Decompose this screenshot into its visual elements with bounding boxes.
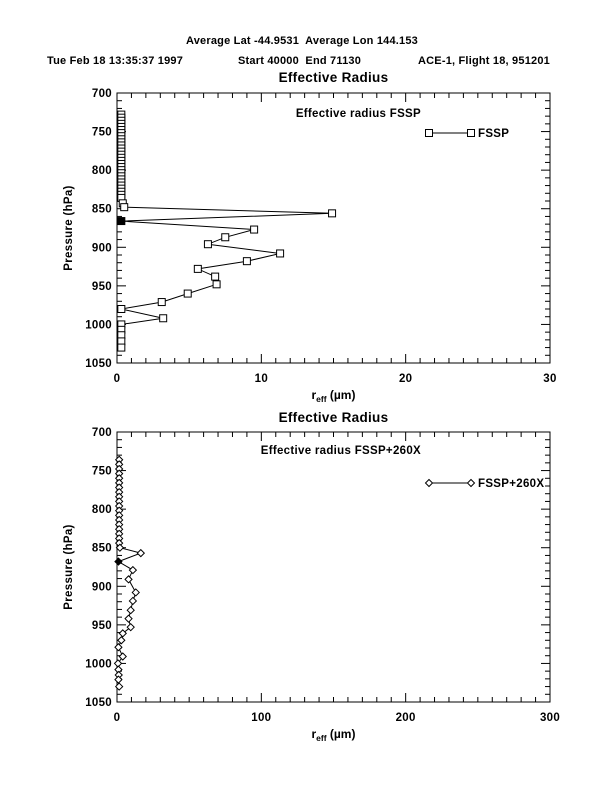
data-point-marker [211,272,220,281]
legend-marker [467,129,475,137]
series-line [120,114,333,348]
chart-subtitle: Effective radius FSSP+260X [261,445,421,457]
data-point-marker [193,264,202,273]
data-point-marker [183,289,192,298]
y-tick-label: 800 [92,165,112,177]
header-start-end: Start 40000 End 71130 [238,55,362,67]
data-point-marker [117,217,126,226]
data-point-marker [242,257,251,266]
x-tick-label: 30 [543,373,556,385]
data-point-marker [126,622,135,632]
fssp-chart: 0 10 20 30 700 750 800 850 900 950 1000 1050 Effecti… [63,70,556,404]
header-timestamp: Tue Feb 18 13:35:37 1997 [47,55,184,67]
header-flight-id: ACE-1, Flight 18, 951201 [418,55,550,67]
data-point-marker [157,298,166,307]
chart-subtitle: Effective radius FSSP [296,108,421,120]
data-point-marker [114,675,123,684]
legend-label: FSSP [478,128,509,140]
data-point-marker [221,233,230,242]
legend-marker [424,478,434,488]
data-point-marker [120,203,129,212]
y-axis-label: Pressure (hPa) [63,185,75,270]
y-tick-label: 700 [92,88,112,100]
data-point-marker [118,629,127,638]
data-point-marker [114,643,123,652]
data-point-marker [131,588,140,597]
legend-label: FSSP+260X [478,478,544,490]
x-tick-label: 200 [396,712,416,724]
data-point-marker [159,314,168,323]
x-tick-label: 300 [540,712,560,724]
data-point-marker [117,343,126,352]
x-tick-label: 20 [399,373,412,385]
x-tick-label: 10 [255,373,268,385]
y-axis-label: Pressure (hPa) [63,524,75,609]
data-point-marker [114,682,124,691]
data-point-marker [124,614,133,623]
data-point-marker [117,636,126,645]
y-tick-label: 850 [92,543,112,555]
x-tick-label: 0 [114,373,121,385]
header-avg-lat-lon: Average Lat -44.9531 Average Lon 144.153 [186,35,418,47]
data-point-marker [250,225,259,234]
y-tick-label: 1050 [85,358,112,370]
data-point-marker [328,209,337,218]
y-tick-label: 1000 [85,319,112,331]
y-tick-label: 900 [92,581,112,593]
chart-title: Effective Radius [279,70,389,85]
y-tick-label: 1000 [85,658,112,670]
data-point-marker [203,240,212,249]
x-tick-label: 100 [251,712,271,724]
chart-title: Effective Radius [279,410,389,425]
data-point-marker [276,249,285,258]
data-point-marker [128,565,138,575]
y-tick-label: 750 [92,466,112,478]
data-point-marker [212,280,221,289]
data-point-marker [126,605,135,615]
data-point-marker [114,557,123,566]
x-tick-label: 0 [114,712,121,724]
data-point-marker [117,305,126,313]
y-tick-label: 850 [92,204,112,216]
y-tick-label: 950 [92,620,112,632]
data-point-marker [118,652,127,661]
fssp-260x-chart: 0 100 200 300 700 750 800 850 900 950 1000 1050 Effe… [63,410,560,743]
x-axis-label: reff (µm) [312,727,356,743]
y-tick-label: 800 [92,504,112,516]
data-point-marker [128,596,138,606]
y-tick-label: 700 [92,427,112,439]
legend-marker [425,129,433,137]
x-axis-label: reff (µm) [312,388,356,404]
y-tick-label: 900 [92,242,112,254]
data-point-marker [124,575,133,584]
legend-marker [466,478,476,488]
plot-frame [116,431,551,703]
y-tick-label: 750 [92,127,112,139]
data-point-marker [115,543,125,552]
y-tick-label: 950 [92,281,112,293]
data-point-marker [136,548,146,558]
y-tick-label: 1050 [85,697,112,709]
